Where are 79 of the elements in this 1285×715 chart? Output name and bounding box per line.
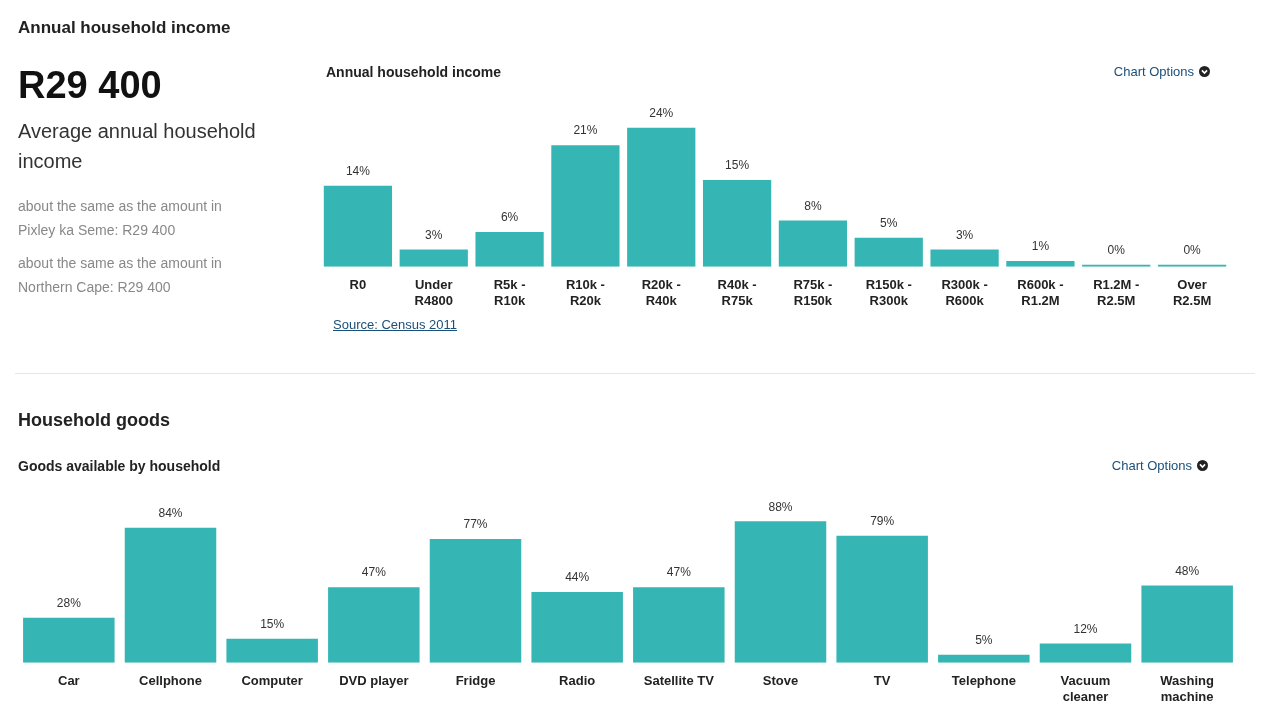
bar bbox=[734, 521, 827, 663]
data-label: 88% bbox=[768, 499, 793, 514]
data-label: 0% bbox=[1183, 243, 1202, 258]
x-tick-label: Under R4800 bbox=[414, 277, 453, 308]
x-tick-label: Fridge bbox=[455, 673, 496, 689]
bar bbox=[399, 249, 468, 267]
bar bbox=[226, 638, 318, 663]
x-tick-label: DVD player bbox=[339, 673, 409, 689]
x-tick-label: Computer bbox=[241, 673, 303, 689]
x-tick-label: R300k - R600k bbox=[941, 277, 988, 308]
x-tick-label: Stove bbox=[762, 673, 799, 689]
bar bbox=[23, 617, 115, 663]
data-label: 5% bbox=[975, 633, 993, 648]
bar bbox=[551, 145, 620, 267]
bar bbox=[778, 220, 848, 267]
data-label: 79% bbox=[870, 514, 895, 529]
text: Chart Options bbox=[1113, 64, 1195, 79]
x-tick-label: Over R2.5M bbox=[1172, 277, 1212, 308]
data-label: 47% bbox=[666, 565, 692, 580]
bar bbox=[124, 527, 217, 663]
data-label: 1% bbox=[1031, 239, 1050, 254]
x-tick-label: Satellite TV bbox=[643, 673, 715, 689]
bar bbox=[854, 237, 923, 267]
x-tick-label: R600k - R1.2M bbox=[1017, 277, 1064, 308]
bar bbox=[429, 538, 522, 663]
bar bbox=[702, 179, 772, 267]
bar bbox=[475, 232, 544, 267]
data-label: 12% bbox=[1073, 621, 1098, 636]
source-note: Source: Census 2011 bbox=[333, 317, 458, 332]
x-tick-label: Telephone bbox=[951, 673, 1016, 689]
text: about the same as the amount in Northern Cape: R29 400 bbox=[18, 254, 223, 297]
x-tick-label: Vacuum cleaner bbox=[1060, 673, 1111, 704]
x-tick-label: Radio bbox=[559, 673, 596, 689]
data-label: 44% bbox=[565, 570, 590, 585]
data-label: 28% bbox=[56, 596, 82, 611]
bar bbox=[633, 587, 725, 663]
data-label: 0% bbox=[1107, 243, 1126, 258]
x-tick-label: Car bbox=[57, 673, 80, 689]
data-label: 21% bbox=[573, 123, 598, 138]
x-tick-label: R1.2M - R2.5M bbox=[1093, 277, 1140, 308]
x-tick-label: Washing machine bbox=[1160, 673, 1215, 704]
data-label: 15% bbox=[260, 616, 285, 631]
text: R29 400 bbox=[18, 64, 162, 107]
text: Chart Options bbox=[1111, 458, 1193, 473]
bar bbox=[323, 185, 393, 267]
x-tick-label: R40k - R75k bbox=[717, 277, 757, 308]
data-label: 14% bbox=[345, 164, 371, 179]
text: Annual household income bbox=[18, 18, 232, 38]
data-label: 84% bbox=[158, 505, 183, 520]
chart-title: Annual household income bbox=[326, 64, 502, 80]
x-tick-label: Cellphone bbox=[139, 673, 202, 689]
data-label: 77% bbox=[463, 517, 488, 532]
chart-subtitle: Goods available by household bbox=[18, 458, 221, 474]
data-label: 15% bbox=[725, 158, 750, 173]
x-tick-label: R150k - R300k bbox=[865, 277, 912, 308]
text: about the same as the amount in Pixley ka Seme: R29 400 bbox=[18, 197, 223, 240]
x-tick-label: R0 bbox=[349, 277, 367, 293]
data-label: 47% bbox=[361, 565, 387, 580]
bar bbox=[836, 535, 928, 663]
data-label: 3% bbox=[955, 227, 974, 242]
data-label: 24% bbox=[649, 106, 674, 121]
data-label: 5% bbox=[880, 216, 898, 231]
bar bbox=[1141, 585, 1233, 663]
x-tick-label: TV bbox=[873, 673, 891, 689]
text: Average annual household income bbox=[18, 119, 257, 174]
data-label: 8% bbox=[804, 198, 822, 213]
x-tick-label: R5k - R10k bbox=[493, 277, 526, 308]
data-label: 48% bbox=[1175, 563, 1200, 578]
bar bbox=[930, 249, 999, 267]
chart-title: Household goods bbox=[18, 410, 171, 431]
x-tick-label: R20k - R40k bbox=[641, 277, 681, 308]
data-label: 6% bbox=[500, 210, 519, 225]
bar bbox=[531, 592, 623, 663]
x-tick-label: R10k - R20k bbox=[565, 277, 605, 308]
bar bbox=[1039, 643, 1132, 663]
bar bbox=[328, 587, 420, 663]
bar bbox=[627, 127, 696, 267]
x-tick-label: R75k - R150k bbox=[793, 277, 833, 308]
data-label: 3% bbox=[425, 227, 443, 242]
